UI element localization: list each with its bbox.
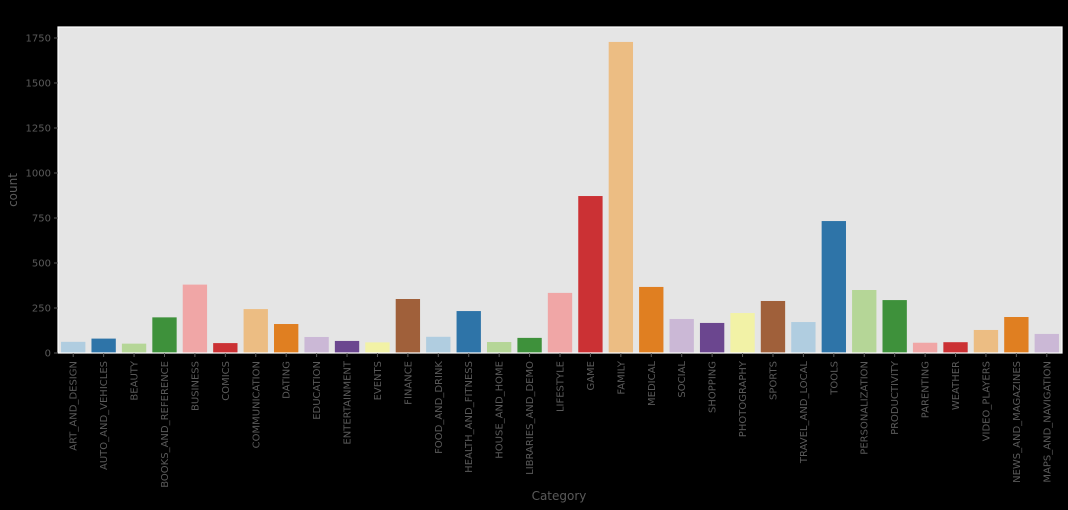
x-tick-label: FOOD_AND_DRINK <box>434 361 445 454</box>
bar-lifestyle <box>547 292 573 353</box>
bar-video-players <box>973 329 999 353</box>
x-tick-label: BEAUTY <box>130 360 141 400</box>
bar-finance <box>395 299 421 353</box>
x-tick-label: ART_AND_DESIGN <box>69 361 80 451</box>
x-axis: ART_AND_DESIGN AUTO_AND_VEHICLES BEAUTY BOO… <box>69 353 1053 488</box>
x-tick-label: COMICS <box>221 361 232 401</box>
x-tick-label: PERSONALIZATION <box>860 361 871 455</box>
bar-libraries-and-demo <box>517 337 542 353</box>
bar-dating <box>274 324 299 353</box>
x-tick-label: LIBRARIES_AND_DEMO <box>525 361 536 475</box>
x-tick-label: LIFESTYLE <box>556 361 567 412</box>
x-tick-label: MAPS_AND_NAVIGATION <box>1042 361 1053 483</box>
x-tick-label: EVENTS <box>373 361 384 400</box>
bar-health-and-fitness <box>456 311 481 353</box>
bar-tools <box>821 221 846 353</box>
bars-group <box>61 41 1059 353</box>
x-tick-label: TOOLS <box>829 361 840 396</box>
bar-personalization <box>852 290 877 353</box>
x-tick-label: FINANCE <box>403 361 414 405</box>
y-axis: 0 250 500 750 1000 1250 1500 1750 <box>26 33 58 360</box>
x-tick-label: SPORTS <box>768 361 779 400</box>
bar-weather <box>943 342 968 353</box>
x-tick-label: BOOKS_AND_REFERENCE <box>160 361 171 488</box>
bar-photography <box>730 313 755 353</box>
x-tick-label: FAMILY <box>616 360 627 394</box>
bar-events <box>365 342 390 353</box>
x-tick-label: ENTERTAINMENT <box>343 360 354 444</box>
bar-comics <box>213 343 238 353</box>
bar-news-and-magazines <box>1004 317 1029 353</box>
y-tick-label: 1500 <box>26 78 51 89</box>
bar-parenting <box>912 342 938 353</box>
bar-entertainment <box>334 340 360 353</box>
x-tick-label: COMMUNICATION <box>251 361 262 448</box>
bar-medical <box>639 286 664 353</box>
y-tick-label: 1750 <box>26 33 51 44</box>
bar-house-and-home <box>486 342 512 353</box>
bar-shopping <box>699 322 725 353</box>
bar-game <box>578 196 603 353</box>
x-tick-label: PHOTOGRAPHY <box>738 360 749 437</box>
y-axis-label: count <box>6 173 20 207</box>
x-tick-label: PARENTING <box>921 361 932 418</box>
x-tick-label: MEDICAL <box>647 361 658 406</box>
x-axis-label: Category <box>532 489 587 503</box>
bar-sports <box>760 300 786 353</box>
bar-family <box>608 41 634 353</box>
y-tick-label: 1250 <box>26 123 51 134</box>
bar-business <box>182 284 208 353</box>
y-tick-label: 250 <box>32 303 51 314</box>
x-tick-label: PRODUCTIVITY <box>890 360 901 435</box>
x-tick-label: GAME <box>586 361 597 391</box>
y-tick-label: 750 <box>32 213 51 224</box>
bar-travel-and-local <box>791 322 816 353</box>
bar-productivity <box>882 300 907 353</box>
x-tick-label: HOUSE_AND_HOME <box>495 361 506 459</box>
y-tick-label: 0 <box>45 349 51 360</box>
x-tick-label: EDUCATION <box>312 361 323 420</box>
bar-education <box>304 336 329 353</box>
bar-social <box>669 318 694 353</box>
x-tick-label: TRAVEL_AND_LOCAL <box>799 361 810 465</box>
x-tick-label: SHOPPING <box>708 361 719 413</box>
x-tick-label: HEALTH_AND_FITNESS <box>464 361 475 473</box>
bar-books-and-reference <box>152 317 177 353</box>
x-tick-label: VIDEO_PLAYERS <box>981 361 992 441</box>
bar-communication <box>243 309 268 353</box>
bar-art-and-design <box>61 341 86 353</box>
x-tick-label: NEWS_AND_MAGAZINES <box>1012 361 1023 483</box>
bar-auto-and-vehicles <box>91 338 116 353</box>
bar-food-and-drink <box>426 336 451 353</box>
x-tick-label: AUTO_AND_VEHICLES <box>99 361 110 470</box>
y-tick-label: 1000 <box>26 168 51 179</box>
x-tick-label: SOCIAL <box>677 361 688 398</box>
bar-beauty <box>121 343 147 353</box>
x-tick-label: WEATHER <box>951 361 962 410</box>
bar-maps-and-navigation <box>1034 333 1059 353</box>
x-tick-label: BUSINESS <box>190 361 201 411</box>
x-tick-label: DATING <box>282 361 293 399</box>
y-tick-label: 500 <box>32 258 51 269</box>
